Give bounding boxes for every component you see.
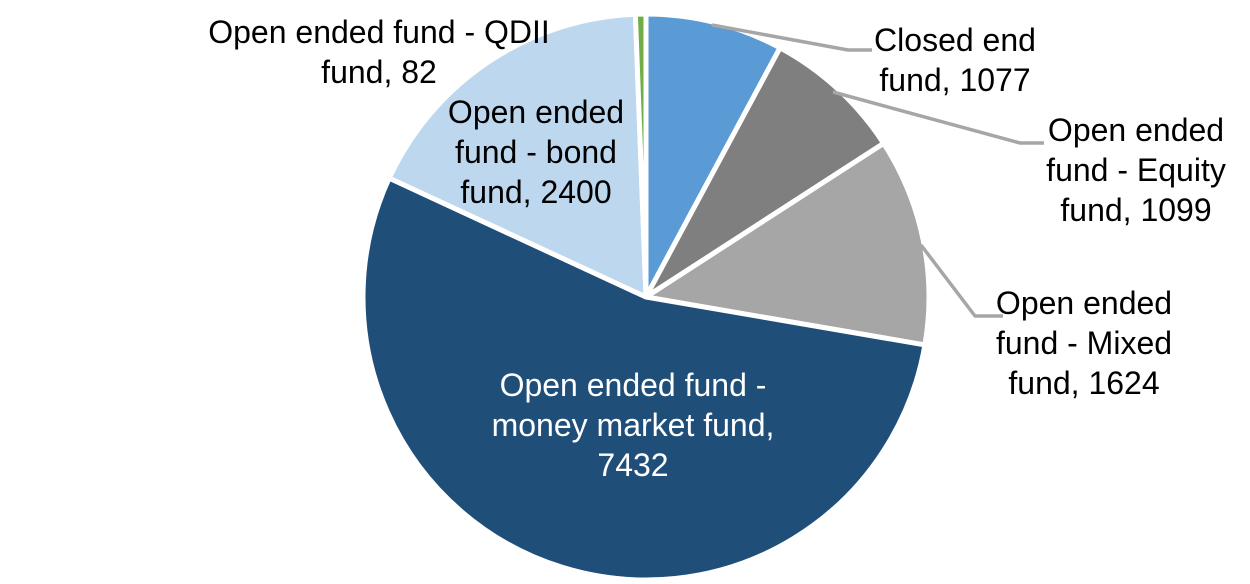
- leader-line-mixed-fund: [919, 243, 1003, 318]
- pie-slice-equity-fund: [643, 45, 887, 300]
- leader-line-closed-end-fund: [711, 23, 872, 52]
- pie-slice-mixed-fund: [643, 140, 932, 348]
- pie-slice-closed-end-fund: [643, 11, 783, 300]
- pie-slice-bond-fund: [386, 11, 649, 300]
- pie-slice-qdii-fund: [632, 11, 649, 300]
- pie-slice-money-market-fund: [360, 175, 928, 583]
- leader-line-equity-fund: [832, 90, 1044, 145]
